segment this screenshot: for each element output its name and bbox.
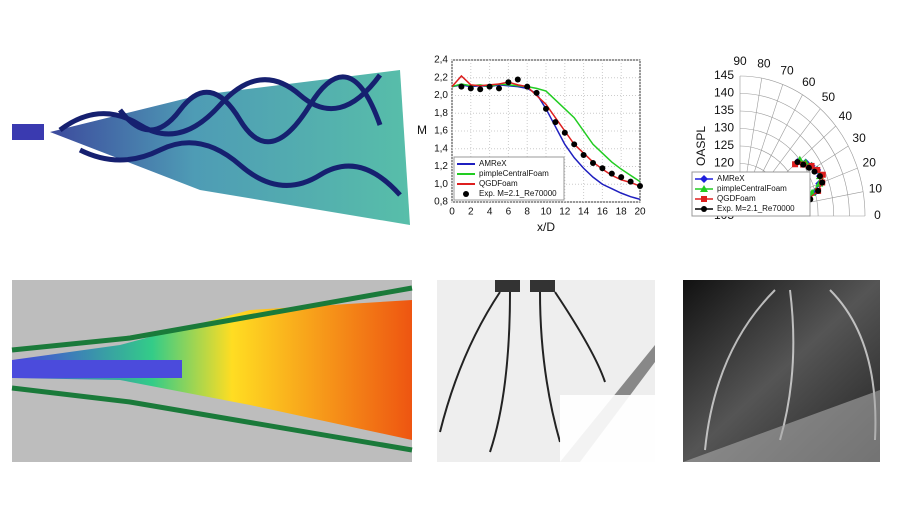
marker: [819, 179, 826, 186]
marker: [815, 187, 822, 194]
y-tick-label: 1,2: [434, 161, 448, 172]
angle-tick-label: 20: [863, 156, 877, 170]
grid-arc: [739, 128, 819, 217]
y-axis-label: M: [417, 123, 427, 137]
marker: [618, 174, 625, 181]
y-tick-label: 1,4: [434, 143, 448, 154]
x-tick-label: 18: [616, 207, 628, 218]
angle-tick-label: 60: [802, 75, 816, 89]
marker: [467, 85, 474, 92]
y-tick-label: 125: [714, 138, 734, 152]
marker: [819, 171, 826, 178]
grid-arc: [739, 110, 835, 217]
line: [451, 74, 641, 187]
legend-swatch: [463, 191, 469, 197]
x-tick-label: 14: [578, 207, 590, 218]
marker: [561, 129, 568, 136]
marker: [543, 105, 549, 112]
x-tick-label: 4: [487, 207, 493, 218]
x-tick-label: 8: [524, 207, 530, 218]
marker: [814, 166, 821, 173]
marker: [533, 89, 540, 96]
x-tick-label: 0: [449, 207, 455, 218]
marker: [505, 79, 512, 86]
y-tick-label: 0,8: [434, 197, 448, 208]
angle-tick-label: 50: [822, 90, 836, 104]
legend-label: pimpleCentralFoam: [717, 184, 787, 193]
angle-tick-label: 90: [733, 54, 747, 68]
marker: [590, 159, 596, 166]
legend-label: Exp. M=2.1_Re70000: [717, 204, 795, 213]
photo-image: [683, 280, 880, 462]
legend-swatch: [700, 175, 708, 183]
y-tick-label: 2,4: [434, 55, 448, 66]
marker: [608, 170, 615, 177]
y-tick-label: 2,2: [434, 72, 448, 83]
x-tick-label: 2: [468, 207, 474, 218]
marker: [808, 162, 815, 169]
angle-tick-label: 30: [852, 131, 866, 145]
angle-tick-label: 40: [839, 109, 853, 123]
marker: [792, 161, 799, 168]
marker: [552, 119, 559, 126]
x-tick-label: 16: [597, 207, 609, 218]
y-tick-label: 1,8: [434, 108, 448, 119]
marker: [486, 83, 493, 90]
legend-label: pimpleCentralFoam: [479, 169, 549, 178]
cfd-image: [11, 280, 413, 462]
legend-label: AMReX: [717, 174, 745, 183]
marker: [524, 83, 531, 90]
legend-label: QGDFoam: [479, 179, 518, 188]
angle-tick-label: 0: [874, 208, 881, 222]
marker: [811, 168, 818, 175]
marker: [637, 183, 643, 190]
marker: [627, 178, 634, 185]
legend-swatch: [701, 196, 707, 202]
y-tick-label: 140: [714, 86, 734, 100]
marker: [496, 85, 502, 92]
legend-swatch: [700, 185, 708, 192]
legend-label: Exp. M=2.1_Re70000: [479, 189, 557, 198]
grid-arc: [739, 93, 850, 217]
marker: [794, 159, 801, 166]
angle-tick-label: 80: [757, 57, 771, 71]
schlieren-image: [437, 280, 655, 462]
x-tick-label: 10: [540, 207, 552, 218]
x-tick-label: 6: [506, 207, 512, 218]
x-tick-label: 12: [559, 207, 571, 218]
marker: [580, 151, 587, 158]
x-axis-label: x/D: [537, 220, 555, 234]
marker: [514, 76, 521, 83]
y-tick-label: 1,0: [434, 179, 448, 190]
y-tick-label: 1,6: [434, 126, 448, 137]
marker: [800, 161, 807, 168]
x-tick-label: 20: [634, 207, 646, 218]
marker: [599, 165, 606, 172]
legend-label: AMReX: [479, 159, 507, 168]
angle-tick-label: 70: [780, 63, 794, 77]
marker: [458, 83, 465, 90]
angle-tick-label: 10: [869, 181, 883, 195]
y-tick-label: 135: [714, 103, 734, 117]
vortex-image: [12, 70, 410, 225]
marker: [816, 173, 823, 180]
grid-arc: [739, 75, 866, 217]
legend-swatch: [701, 206, 707, 212]
y-tick-label: 2,0: [434, 90, 448, 101]
marker: [571, 141, 578, 148]
y-tick-label: 145: [714, 68, 734, 82]
y-axis-label: OASPL: [694, 126, 708, 166]
y-tick-label: 130: [714, 121, 734, 135]
legend-label: QGDFoam: [717, 194, 756, 203]
marker: [805, 164, 812, 171]
y-tick-label: 120: [714, 156, 734, 170]
marker: [477, 86, 484, 93]
